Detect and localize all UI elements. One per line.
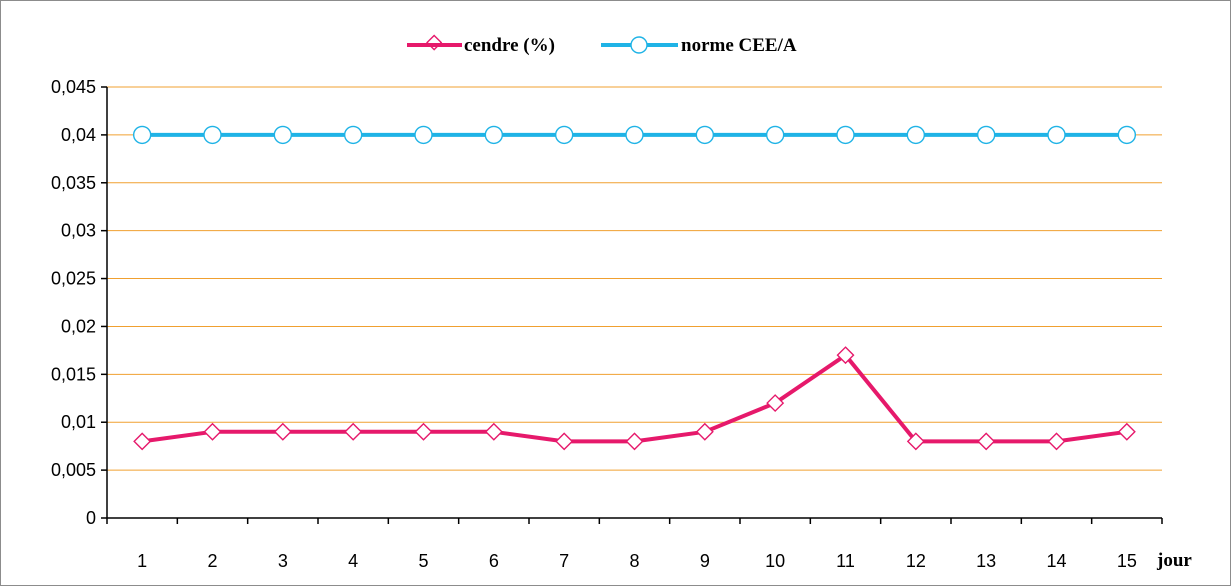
x-tick-label: 11 <box>836 551 855 571</box>
y-tick-label: 0,02 <box>61 316 96 336</box>
legend-diamond-marker-icon <box>426 34 443 51</box>
legend-item-cendre: cendre (%) <box>407 34 555 56</box>
x-tick-label: 6 <box>489 551 499 571</box>
y-tick-label: 0,01 <box>61 412 96 432</box>
tick-labels: 0 0,005 0,01 0,015 0,02 0,025 0,03 0,035 0,04 0,0… <box>51 77 1137 571</box>
data-point-diamond <box>695 422 714 441</box>
x-tick-label: 7 <box>559 551 569 571</box>
data-point-diamond <box>133 432 152 451</box>
legend-item-norme: norme CEE/A <box>601 35 797 56</box>
series-lines <box>141 132 1128 444</box>
legend-label-norme: norme CEE/A <box>681 35 797 56</box>
y-tick-label: 0,025 <box>51 269 96 289</box>
data-point-diamond <box>414 422 433 441</box>
data-point-circle <box>132 125 152 145</box>
data-point-diamond <box>836 346 855 365</box>
data-point-circle <box>484 125 504 145</box>
data-point-diamond <box>203 422 222 441</box>
data-point-circle <box>414 125 433 145</box>
x-tick-label: 12 <box>906 551 926 571</box>
x-tick-label: 10 <box>765 551 785 571</box>
data-point-circle <box>976 125 996 145</box>
x-tick-label: 13 <box>976 551 996 571</box>
data-point-diamond <box>906 432 925 451</box>
data-point-circle <box>273 125 293 145</box>
gridlines <box>107 86 1162 471</box>
legend-label-cendre: cendre (%) <box>464 35 555 56</box>
y-tick-label: 0,04 <box>61 125 96 145</box>
data-point-diamond <box>344 422 363 441</box>
x-tick-label: 8 <box>629 551 639 571</box>
data-point-diamond <box>766 394 785 413</box>
data-point-diamond <box>555 432 574 451</box>
x-tick-label: 2 <box>207 551 217 571</box>
data-point-diamond <box>1047 432 1066 451</box>
legend-circle-marker-icon <box>630 36 648 54</box>
data-point-circle <box>836 125 855 145</box>
data-point-circle <box>203 125 222 145</box>
data-point-circle <box>1047 125 1066 145</box>
x-tick-label: 4 <box>348 551 358 571</box>
data-point-diamond <box>273 422 292 441</box>
x-tick-label: 3 <box>278 551 288 571</box>
y-tick-label: 0,045 <box>51 77 96 97</box>
y-tick-label: 0,005 <box>51 460 96 480</box>
x-axis-title: jour <box>1156 550 1192 571</box>
y-tick-label: 0 <box>86 508 96 528</box>
y-tick-label: 0,035 <box>51 173 96 193</box>
series-line-cendre <box>141 353 1128 444</box>
data-point-diamond <box>625 432 644 451</box>
data-point-circle <box>695 125 715 145</box>
legend: cendre (%) norme CEE/A <box>407 34 797 56</box>
data-point-circle <box>906 125 926 145</box>
x-tick-label: 9 <box>700 551 710 571</box>
data-point-circle <box>343 125 363 145</box>
data-point-diamond <box>1117 422 1136 441</box>
x-tick-label: 1 <box>137 551 147 571</box>
x-tick-label: 5 <box>418 551 428 571</box>
data-point-circle <box>1117 125 1137 145</box>
data-point-circle <box>554 125 574 145</box>
y-tick-label: 0,03 <box>61 221 96 241</box>
data-point-diamond <box>484 422 503 441</box>
x-tick-label: 15 <box>1117 551 1137 571</box>
series-markers <box>132 125 1137 451</box>
data-point-circle <box>765 125 785 145</box>
axes <box>101 86 1163 524</box>
data-point-diamond <box>977 432 996 451</box>
data-point-circle <box>625 125 644 145</box>
y-tick-label: 0,015 <box>51 364 96 384</box>
x-tick-label: 14 <box>1046 551 1066 571</box>
